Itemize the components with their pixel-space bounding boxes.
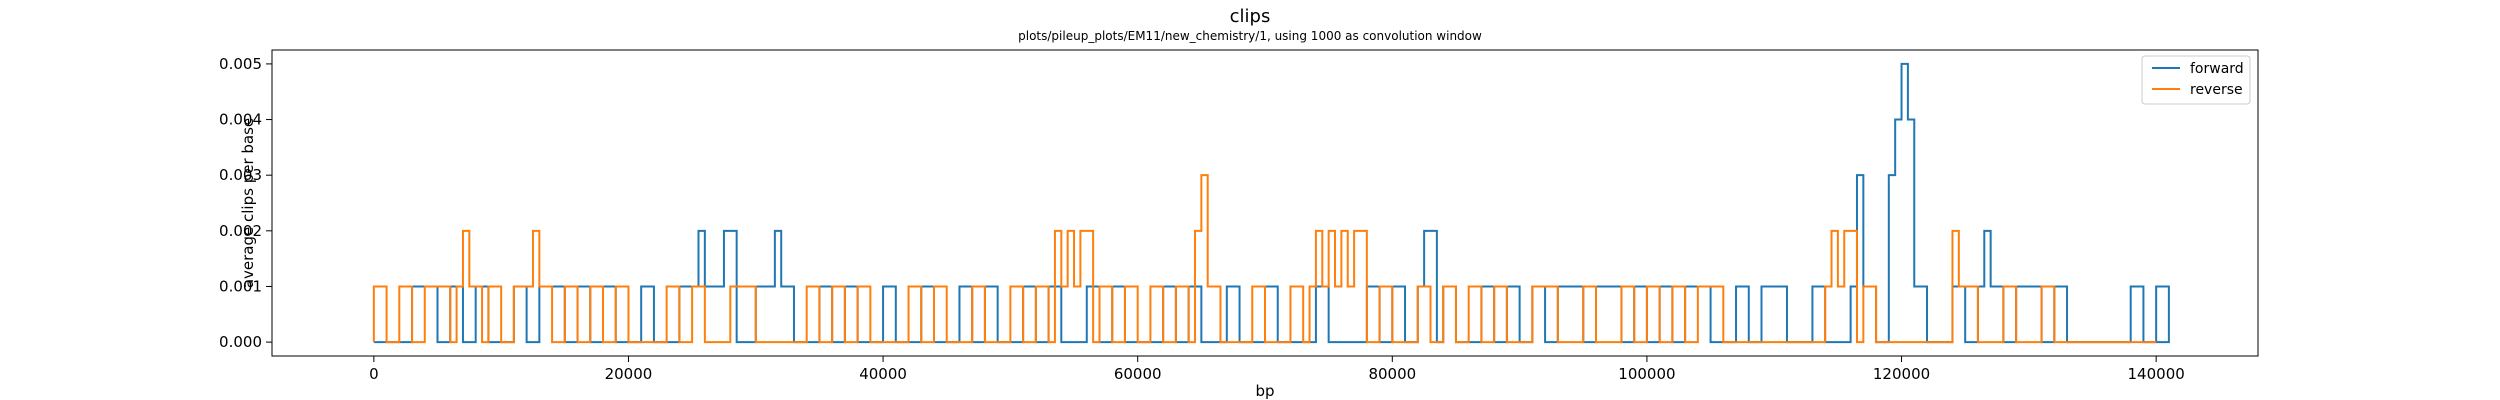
- x-axis-label: bp: [1255, 382, 1274, 400]
- y-tick-label: 0.003: [219, 166, 262, 184]
- x-tick-label: 60000: [1114, 365, 1162, 383]
- x-tick-label: 140000: [2128, 365, 2185, 383]
- x-tick-label: 40000: [859, 365, 907, 383]
- legend: forward reverse: [2141, 55, 2251, 105]
- x-tick-label: 80000: [1368, 365, 1416, 383]
- series-line-forward: [373, 62, 2170, 344]
- plot-lines: [372, 62, 2170, 344]
- series-line-reverse: [372, 174, 2157, 344]
- y-tick-label: 0.002: [219, 222, 262, 240]
- y-tick-label: 0.005: [219, 55, 262, 73]
- y-tick-label: 0.001: [219, 277, 262, 295]
- x-tick-label: 0: [369, 365, 379, 383]
- x-tick-label: 20000: [605, 365, 653, 383]
- y-axis: 0.000 0.001 0.002 0.003 0.004 0.005: [219, 55, 272, 351]
- x-tick-label: 100000: [1618, 365, 1675, 383]
- x-tick-label: 120000: [1873, 365, 1930, 383]
- plot-frame: [271, 49, 2259, 357]
- legend-label-reverse: reverse: [2190, 82, 2243, 98]
- y-tick-label: 0.004: [219, 111, 262, 129]
- legend-label-forward: forward: [2190, 61, 2244, 77]
- y-tick-label: 0.000: [219, 333, 262, 351]
- chart-title: clips: [1230, 6, 1271, 27]
- chart-subtitle: plots/pileup_plots/EM11/new_chemistry/1,…: [1018, 29, 1482, 43]
- x-axis: 0 20000 40000 60000 80000 100000 120000 140000: [369, 356, 2185, 383]
- y-axis-label: average clips per base: [239, 118, 257, 288]
